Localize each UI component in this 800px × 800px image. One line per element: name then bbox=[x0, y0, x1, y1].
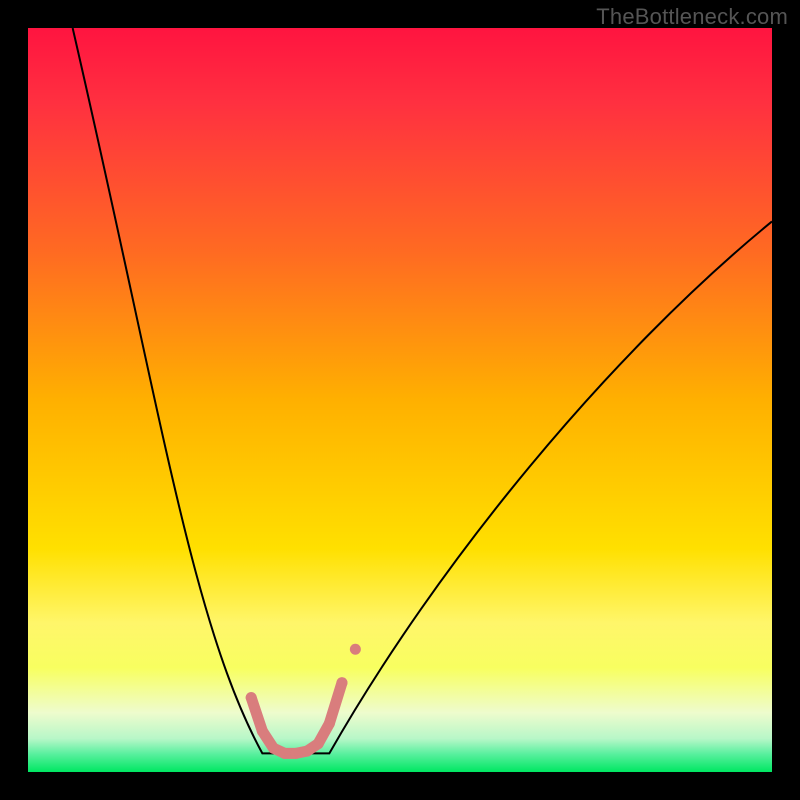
trough-marker-dot-isolated bbox=[350, 644, 361, 655]
trough-marker-dot bbox=[302, 746, 313, 757]
trough-marker-dot bbox=[290, 748, 301, 759]
trough-marker-dot bbox=[257, 726, 268, 737]
trough-marker-dot bbox=[313, 738, 324, 749]
trough-marker-dot bbox=[246, 692, 257, 703]
trough-marker-dot bbox=[279, 748, 290, 759]
gradient-background bbox=[28, 28, 772, 772]
trough-marker-dot bbox=[336, 677, 347, 688]
trough-marker-dot bbox=[324, 718, 335, 729]
chart-frame: TheBottleneck.com bbox=[0, 0, 800, 800]
watermark-text: TheBottleneck.com bbox=[596, 4, 788, 30]
plot-area bbox=[28, 28, 772, 772]
chart-svg bbox=[28, 28, 772, 772]
trough-marker-dot bbox=[268, 743, 279, 754]
